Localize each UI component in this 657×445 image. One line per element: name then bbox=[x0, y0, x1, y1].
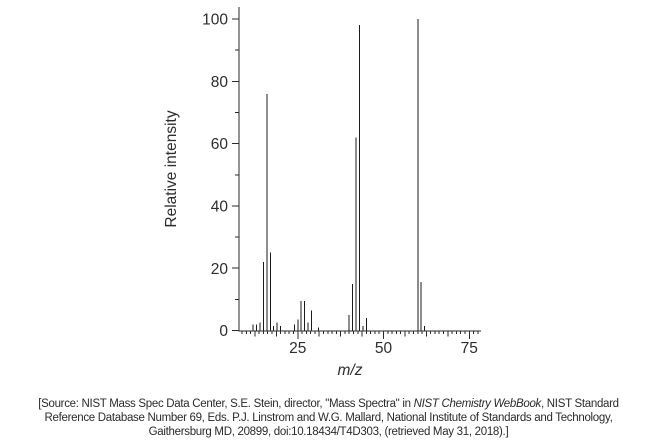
source-citation: [Source: NIST Mass Spec Data Center, S.E… bbox=[0, 398, 657, 440]
mass-spectrum-figure: 0 20 40 60 80 100 25 50 75 Relative intensity m/z bbox=[163, 7, 481, 379]
x-tick-label-25: 25 bbox=[289, 340, 306, 357]
axes bbox=[238, 7, 481, 332]
x-tick-label-75: 75 bbox=[461, 340, 478, 357]
x-tick-label-50: 50 bbox=[375, 340, 393, 357]
spectrum-peaks bbox=[252, 19, 426, 331]
y-tick-label-100: 100 bbox=[202, 12, 228, 29]
y-axis-title: Relative intensity bbox=[163, 110, 180, 227]
x-axis-ticks bbox=[241, 331, 479, 339]
y-tick-label-40: 40 bbox=[211, 198, 229, 215]
x-axis-title: m/z bbox=[338, 362, 363, 379]
mass-spectrum-plot: 0 20 40 60 80 100 25 50 75 Relative intensity m/z bbox=[163, 7, 481, 379]
citation-line-1-italic-title: NIST Chemistry WebBook bbox=[413, 398, 542, 410]
x-tick-labels: 25 50 75 bbox=[289, 340, 478, 357]
y-axis-ticks bbox=[232, 18, 239, 331]
y-tick-label-0: 0 bbox=[219, 323, 228, 340]
y-tick-label-60: 60 bbox=[211, 136, 229, 153]
y-tick-label-20: 20 bbox=[211, 261, 229, 278]
citation-line-1-suffix: , NIST Standard bbox=[541, 398, 619, 410]
citation-line-2: Reference Database Number 69, Eds. P.J. … bbox=[44, 411, 613, 424]
y-tick-label-80: 80 bbox=[211, 74, 229, 91]
y-tick-labels: 0 20 40 60 80 100 bbox=[202, 12, 229, 340]
citation-line-3: Gaithersburg MD, 20899, doi:10.18434/T4D… bbox=[148, 425, 509, 438]
citation-line-1: [Source: NIST Mass Spec Data Center, S.E… bbox=[0, 398, 657, 412]
citation-line-1-prefix: [Source: NIST Mass Spec Data Center, S.E… bbox=[38, 398, 414, 410]
